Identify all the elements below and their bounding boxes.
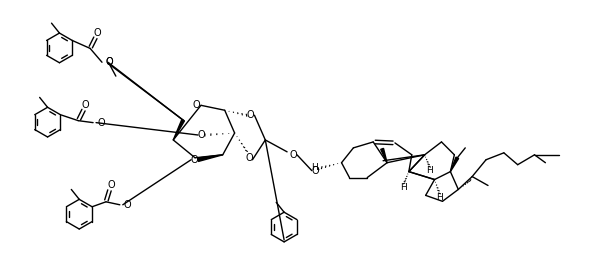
Text: O: O: [190, 155, 198, 165]
Text: H: H: [401, 183, 407, 192]
Text: O: O: [93, 28, 101, 38]
Text: H: H: [311, 163, 318, 172]
Text: O: O: [82, 100, 89, 110]
Text: O: O: [246, 153, 254, 163]
Text: O: O: [97, 118, 105, 128]
Text: O: O: [197, 130, 205, 140]
Text: O: O: [106, 57, 113, 67]
Text: H: H: [426, 166, 433, 175]
Polygon shape: [197, 155, 223, 162]
Text: O: O: [312, 166, 320, 176]
Polygon shape: [450, 157, 459, 172]
Text: O: O: [246, 110, 254, 120]
Text: O: O: [192, 100, 200, 110]
Text: O: O: [289, 150, 297, 160]
Polygon shape: [173, 120, 184, 140]
Text: O: O: [106, 57, 113, 67]
Text: H: H: [436, 193, 443, 202]
Text: O: O: [124, 200, 131, 210]
Polygon shape: [381, 148, 387, 163]
Text: O: O: [107, 180, 115, 190]
